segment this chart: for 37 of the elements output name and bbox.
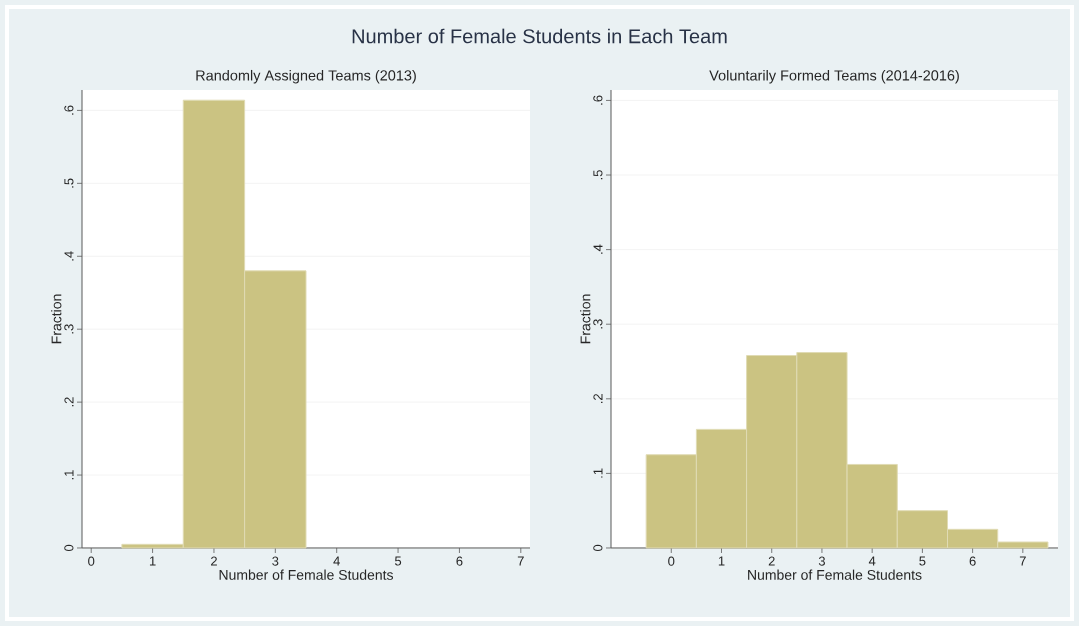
x-tick-label: 2: [211, 556, 217, 566]
y-tick-label: 0: [64, 544, 74, 552]
y-tick-label: .2: [64, 397, 74, 407]
x-tick-label: 4: [868, 556, 876, 566]
y-tick-label: .6: [64, 105, 74, 115]
x-tick-label: 5: [919, 556, 926, 566]
x-axis-title: Number of Female Students: [748, 569, 922, 580]
x-tick-label: 6: [969, 556, 976, 566]
x-tick-label: 7: [1019, 556, 1026, 566]
x-tick-label: 0: [88, 556, 95, 566]
y-tick-label: 0: [593, 544, 603, 552]
y-tick-label: .3: [64, 324, 74, 334]
y-tick-label: .4: [64, 251, 74, 261]
x-axis-title: Number of Female Students: [219, 569, 394, 580]
x-tick-label: 3: [272, 556, 279, 566]
chart-title: Voluntarily Formed Teams (2014-2016): [709, 69, 959, 84]
y-tick-label: .5: [64, 178, 74, 188]
x-tick-label: 6: [456, 556, 463, 566]
x-tick-label: 2: [768, 556, 775, 566]
x-tick-label: 7: [517, 556, 524, 566]
y-axis-title: Fraction: [580, 294, 591, 344]
y-tick-label: .4: [593, 244, 603, 254]
x-tick-label: 0: [668, 556, 675, 566]
y-tick-label: .6: [593, 95, 603, 105]
y-tick-label: .5: [593, 170, 603, 180]
y-tick-label: .1: [64, 470, 74, 480]
y-tick-label: .3: [593, 319, 603, 329]
x-tick-label: 1: [149, 556, 156, 566]
x-tick-label: 1: [718, 556, 725, 566]
x-tick-label: 3: [818, 556, 825, 566]
x-tick-label: 5: [394, 556, 402, 566]
x-tick-label: 4: [333, 556, 340, 566]
chart-subtitle: Randomly Assigned Teams (2013): [196, 69, 416, 84]
y-tick-label: .1: [593, 468, 603, 478]
y-tick-label: .2: [593, 394, 603, 404]
chart-title: Number of Female Students in Each Team: [352, 28, 727, 44]
y-axis-title: Fraction: [51, 294, 62, 344]
